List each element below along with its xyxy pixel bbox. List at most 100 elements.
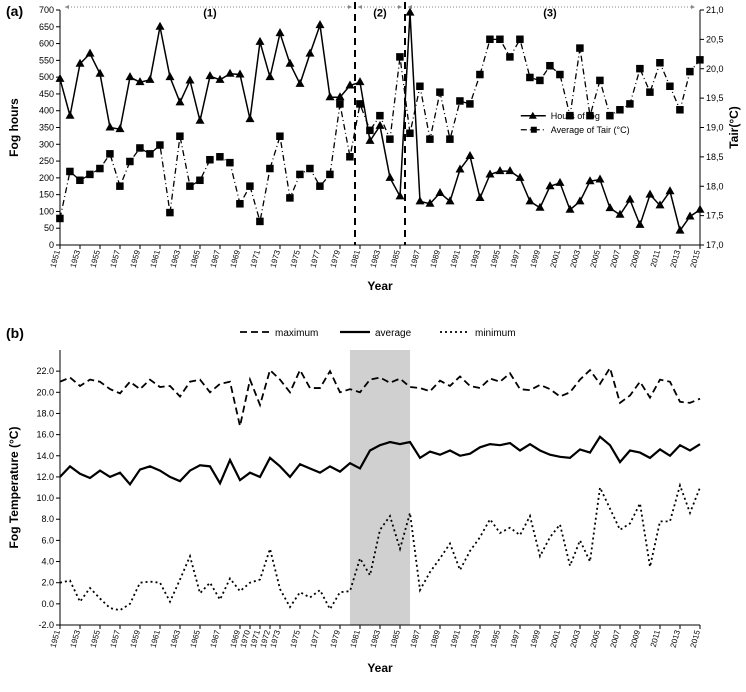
svg-text:18,5: 18,5 xyxy=(706,152,724,162)
svg-text:(1): (1) xyxy=(203,8,217,20)
svg-text:2.0: 2.0 xyxy=(41,578,54,588)
svg-text:10.0: 10.0 xyxy=(36,493,54,503)
svg-text:2007: 2007 xyxy=(609,629,622,649)
svg-text:1965: 1965 xyxy=(189,249,202,269)
svg-text:(3): (3) xyxy=(543,8,557,20)
svg-text:1985: 1985 xyxy=(389,629,402,649)
svg-text:500: 500 xyxy=(39,72,54,82)
svg-text:1967: 1967 xyxy=(209,629,222,649)
svg-text:2015: 2015 xyxy=(689,629,702,649)
svg-text:1997: 1997 xyxy=(509,629,522,649)
svg-text:1985: 1985 xyxy=(389,249,402,269)
svg-text:(b): (b) xyxy=(6,325,24,341)
svg-text:1989: 1989 xyxy=(429,629,442,649)
svg-text:2011: 2011 xyxy=(649,249,662,268)
svg-text:1957: 1957 xyxy=(109,629,122,649)
svg-text:1987: 1987 xyxy=(409,249,422,269)
svg-text:2003: 2003 xyxy=(569,249,582,269)
svg-text:20,0: 20,0 xyxy=(706,64,724,74)
svg-text:1953: 1953 xyxy=(69,629,82,649)
svg-text:1977: 1977 xyxy=(309,249,322,269)
svg-text:8.0: 8.0 xyxy=(41,514,54,524)
svg-text:Fog hours: Fog hours xyxy=(7,98,21,157)
svg-text:1975: 1975 xyxy=(289,249,302,269)
svg-text:18,0: 18,0 xyxy=(706,181,724,191)
svg-text:1951: 1951 xyxy=(49,629,62,649)
svg-text:1957: 1957 xyxy=(109,249,122,269)
svg-text:20.0: 20.0 xyxy=(36,387,54,397)
svg-text:20,5: 20,5 xyxy=(706,34,724,44)
svg-text:average: average xyxy=(375,328,412,339)
svg-text:100: 100 xyxy=(39,206,54,216)
svg-text:1989: 1989 xyxy=(429,249,442,269)
svg-text:1973: 1973 xyxy=(269,249,282,269)
svg-text:(2): (2) xyxy=(373,8,387,20)
svg-text:1953: 1953 xyxy=(69,249,82,269)
svg-text:0: 0 xyxy=(49,240,54,250)
svg-text:550: 550 xyxy=(39,55,54,65)
svg-text:2011: 2011 xyxy=(649,629,662,648)
svg-text:600: 600 xyxy=(39,39,54,49)
svg-text:1999: 1999 xyxy=(529,249,542,269)
svg-text:1997: 1997 xyxy=(509,249,522,269)
svg-text:19,5: 19,5 xyxy=(706,93,724,103)
svg-text:(a): (a) xyxy=(6,3,23,19)
svg-text:1995: 1995 xyxy=(489,249,502,269)
svg-text:Hours of fog: Hours of fog xyxy=(551,111,600,121)
svg-text:1975: 1975 xyxy=(289,629,302,649)
svg-text:1967: 1967 xyxy=(209,249,222,269)
figure-container: 0501001502002503003504004505005506006507… xyxy=(0,0,746,687)
svg-text:6.0: 6.0 xyxy=(41,535,54,545)
svg-text:250: 250 xyxy=(39,156,54,166)
svg-text:2007: 2007 xyxy=(609,249,622,269)
svg-text:2009: 2009 xyxy=(629,629,642,649)
svg-text:1951: 1951 xyxy=(49,249,62,269)
svg-text:1961: 1961 xyxy=(149,629,162,649)
svg-text:0.0: 0.0 xyxy=(41,599,54,609)
svg-text:200: 200 xyxy=(39,173,54,183)
svg-text:1983: 1983 xyxy=(369,629,382,649)
svg-text:2015: 2015 xyxy=(689,249,702,269)
svg-text:1999: 1999 xyxy=(529,629,542,649)
svg-text:350: 350 xyxy=(39,123,54,133)
svg-text:1981: 1981 xyxy=(349,249,362,269)
svg-text:2013: 2013 xyxy=(669,629,682,649)
svg-text:12.0: 12.0 xyxy=(36,472,54,482)
svg-text:1961: 1961 xyxy=(149,249,162,269)
svg-text:1959: 1959 xyxy=(129,629,142,649)
svg-text:1963: 1963 xyxy=(169,629,182,649)
svg-text:1987: 1987 xyxy=(409,629,422,649)
svg-text:2005: 2005 xyxy=(589,629,602,649)
svg-text:Fog Temperature (°C): Fog Temperature (°C) xyxy=(7,427,21,549)
svg-text:maximum: maximum xyxy=(275,328,318,339)
svg-text:50: 50 xyxy=(44,223,54,233)
svg-text:14.0: 14.0 xyxy=(36,451,54,461)
svg-text:1971: 1971 xyxy=(249,249,262,269)
svg-text:4.0: 4.0 xyxy=(41,557,54,567)
svg-text:2001: 2001 xyxy=(549,629,562,649)
svg-text:21,0: 21,0 xyxy=(706,5,724,15)
svg-text:16.0: 16.0 xyxy=(36,430,54,440)
svg-text:450: 450 xyxy=(39,89,54,99)
svg-text:2013: 2013 xyxy=(669,249,682,269)
svg-text:1965: 1965 xyxy=(189,629,202,649)
svg-text:1991: 1991 xyxy=(449,629,462,649)
svg-text:1993: 1993 xyxy=(469,629,482,649)
svg-text:1979: 1979 xyxy=(329,249,342,269)
svg-text:17,5: 17,5 xyxy=(706,211,724,221)
chart-svg: 0501001502002503003504004505005506006507… xyxy=(0,0,746,687)
svg-text:2009: 2009 xyxy=(629,249,642,269)
svg-text:2001: 2001 xyxy=(549,249,562,269)
svg-text:1981: 1981 xyxy=(349,629,362,649)
svg-text:Year: Year xyxy=(367,279,393,293)
svg-text:2005: 2005 xyxy=(589,249,602,269)
svg-text:150: 150 xyxy=(39,190,54,200)
svg-text:1955: 1955 xyxy=(89,249,102,269)
svg-text:700: 700 xyxy=(39,5,54,15)
svg-text:Average of Tair (°C): Average of Tair (°C) xyxy=(551,125,630,135)
svg-text:1993: 1993 xyxy=(469,249,482,269)
svg-text:Year: Year xyxy=(367,661,393,675)
svg-text:17,0: 17,0 xyxy=(706,240,724,250)
svg-text:1979: 1979 xyxy=(329,629,342,649)
svg-text:1959: 1959 xyxy=(129,249,142,269)
